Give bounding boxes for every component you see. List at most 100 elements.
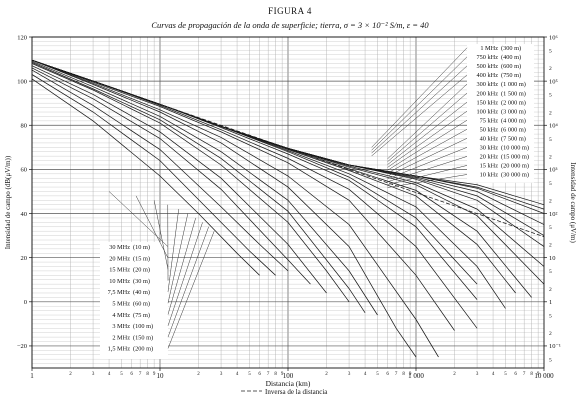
x-minor-label: 2 <box>325 372 328 377</box>
x-minor-label: 7 <box>267 372 270 377</box>
right-minor-label: 2 <box>549 110 552 116</box>
series-wavelength: (200 m) <box>133 346 153 353</box>
y-tick-label: −20 <box>17 343 27 350</box>
leader-line <box>387 156 468 182</box>
series-label: 10 kHz <box>480 172 499 179</box>
series-wavelength: (20 000 m) <box>501 163 529 170</box>
figure-number: FIGURA 4 <box>268 6 312 16</box>
right-minor-label: 2 <box>549 199 552 205</box>
leader-line <box>387 147 468 180</box>
y-tick-label: 60 <box>21 167 28 174</box>
x-minor-label: 6 <box>130 372 133 377</box>
series-line <box>31 69 289 272</box>
x-tick-label: 1 000 <box>408 372 424 380</box>
series-wavelength: (1 500 m) <box>501 90 526 97</box>
series-label: 20 MHz <box>109 255 130 262</box>
series-line <box>31 59 478 285</box>
legend-box-right <box>467 44 534 183</box>
series-label: 75 kHz <box>480 117 499 124</box>
leader-line <box>371 56 468 151</box>
series-line <box>31 59 439 358</box>
x-minor-label: 3 <box>348 372 351 377</box>
leader-line <box>167 226 209 338</box>
leader-line <box>387 165 468 185</box>
right-minor-label: 2 <box>549 331 552 337</box>
series-label: 750 kHz <box>476 54 498 61</box>
series-wavelength: (75 m) <box>133 312 150 319</box>
x-tick-label: 100 <box>283 372 294 380</box>
series-label: 1,5 MHz <box>108 346 131 353</box>
series-wavelength: (7 500 m) <box>501 136 526 143</box>
series-wavelength: (6 000 m) <box>501 126 526 133</box>
y-tick-label: 0 <box>24 299 27 306</box>
series-label: 30 MHz <box>109 244 130 251</box>
leader-line <box>135 195 169 259</box>
grid <box>31 36 544 369</box>
x-minor-label: 4 <box>492 372 495 377</box>
series-label: 300 kHz <box>476 81 498 88</box>
series-wavelength: (100 m) <box>133 323 153 330</box>
x-minor-label: 5 <box>376 372 379 377</box>
series-wavelength: (300 m) <box>501 45 521 52</box>
leader-line <box>387 138 468 177</box>
right-tick-label: 10⁵ <box>549 78 558 85</box>
x-minor-label: 3 <box>220 372 223 377</box>
series-line <box>31 59 455 331</box>
x-minor-label: 6 <box>258 372 261 377</box>
y-tick-label: 120 <box>17 34 27 41</box>
x-tick-label: 10 000 <box>534 372 554 380</box>
series-wavelength: (30 000 m) <box>501 172 529 179</box>
series-wavelength: (4 000 m) <box>501 117 526 124</box>
series-wavelength: (750 m) <box>501 72 521 79</box>
series-label: 200 kHz <box>476 90 498 97</box>
right-tick-label: 10⁶ <box>549 34 558 41</box>
y-tick-label: 40 <box>21 211 28 218</box>
series-wavelength: (10 m) <box>133 244 150 251</box>
series-wavelength: (400 m) <box>501 54 521 61</box>
label-group: 1 MHz (300 m)750 kHz (400 m)500 kHz (600 m)… <box>100 44 534 359</box>
legend-box-left <box>100 242 168 359</box>
right-minor-label: 2 <box>549 287 552 293</box>
leader-line <box>108 191 169 247</box>
x-minor-label: 9 <box>153 372 156 377</box>
leader-line <box>387 101 468 165</box>
right-minor-label: 5 <box>549 313 552 319</box>
leader-line <box>167 217 196 315</box>
series-label: 400 kHz <box>476 72 498 79</box>
leader-line <box>387 92 468 162</box>
series-label: 30 kHz <box>480 145 499 152</box>
x-minor-label: 3 <box>92 372 95 377</box>
series-label: 7,5 MHz <box>108 289 131 296</box>
series-wavelength: (30 m) <box>133 278 150 285</box>
x-minor-label: 5 <box>120 372 123 377</box>
series-line <box>31 74 276 276</box>
x-minor-label: 9 <box>409 372 412 377</box>
right-minor-label: 5 <box>549 137 552 143</box>
leader-line <box>387 129 468 174</box>
series-line <box>31 59 417 358</box>
leader-line <box>167 222 203 326</box>
curve-group <box>31 59 545 358</box>
legend-note: Inversa de la distancia <box>265 388 328 396</box>
right-minor-label: 2 <box>549 243 552 249</box>
right-tick-label: 10⁴ <box>549 123 559 130</box>
series-wavelength: (15 m) <box>133 255 150 262</box>
x-minor-label: 7 <box>523 372 526 377</box>
leader-line <box>153 200 169 270</box>
series-label: 40 kHz <box>480 136 499 143</box>
leader-line <box>167 213 189 304</box>
series-label: 1 MHz <box>480 45 498 52</box>
series-line <box>31 60 378 316</box>
x-minor-label: 9 <box>537 372 540 377</box>
series-label: 15 kHz <box>480 163 499 170</box>
x-minor-label: 6 <box>514 372 517 377</box>
series-wavelength: (600 m) <box>501 63 521 70</box>
x-minor-label: 5 <box>248 372 251 377</box>
series-label: 4 MHz <box>112 312 130 319</box>
x-minor-label: 6 <box>386 372 389 377</box>
series-wavelength: (60 m) <box>133 301 150 308</box>
right-tick-label: 10 <box>549 255 556 262</box>
x-minor-label: 2 <box>453 372 456 377</box>
series-wavelength: (3 000 m) <box>501 108 526 115</box>
